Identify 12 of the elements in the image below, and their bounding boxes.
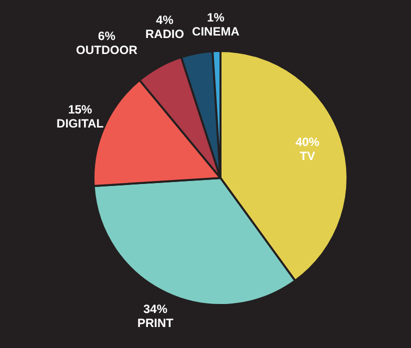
slice-label: DIGITAL: [56, 116, 104, 131]
data-label: 15%: [68, 102, 92, 117]
data-label: 34%: [143, 302, 168, 316]
data-label: 40%: [295, 135, 320, 150]
data-label: 4%: [156, 13, 174, 28]
data-label: 1%: [207, 10, 225, 24]
slice-label: TV: [300, 149, 316, 164]
slice-label: RADIO: [145, 27, 184, 42]
slice-label: OUTDOOR: [76, 43, 138, 58]
slice-label: CINEMA: [192, 24, 240, 38]
data-label: 6%: [98, 29, 116, 44]
slice-label: PRINT: [137, 316, 174, 330]
